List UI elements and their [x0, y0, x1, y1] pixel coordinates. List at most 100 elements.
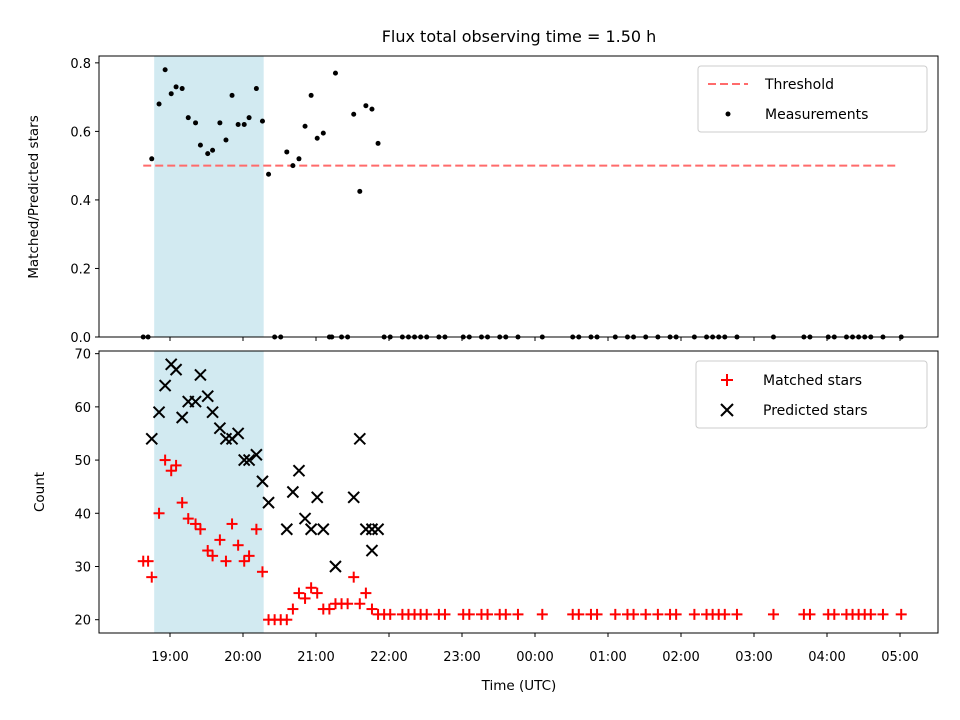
matched-star-point: [153, 507, 165, 519]
bottom-y-tick-label: 30: [74, 560, 91, 575]
matched-star-point: [895, 608, 907, 620]
measurement-point: [369, 106, 375, 112]
predicted-star-point: [359, 523, 373, 536]
predicted-star-point: [158, 379, 172, 392]
matched-star-point: [591, 608, 603, 620]
top-y-ticks: 0.0 0.2 0.4 0.6 0.8: [70, 57, 99, 346]
top-y-tick-label: 0.2: [70, 262, 91, 277]
predicted-star-point: [365, 544, 379, 557]
matched-star-point: [421, 608, 433, 620]
matched-star-point: [299, 592, 311, 604]
top-y-tick-label: 0.4: [70, 194, 91, 209]
predicted-star-point: [242, 453, 256, 467]
matched-star-point: [804, 608, 816, 620]
x-tick-label: 22:00: [370, 650, 407, 665]
measurement-point: [168, 91, 174, 97]
measurement-point: [290, 163, 296, 169]
predicted-star-point: [201, 390, 214, 403]
measurement-point: [156, 101, 162, 107]
measurement-point: [296, 156, 302, 162]
predicted-star-point: [175, 411, 189, 424]
matched-star-point: [202, 545, 214, 557]
matched-star-point: [767, 608, 779, 620]
matched-star-point: [170, 459, 182, 471]
predicted-star-point: [371, 523, 385, 536]
matched-star-point: [719, 608, 731, 620]
x-axis-label: Time (UTC): [481, 678, 557, 694]
measurement-point: [351, 111, 357, 117]
matched-star-point: [311, 587, 323, 599]
matched-star-point: [512, 608, 524, 620]
predicted-star-point: [365, 523, 379, 536]
matched-star-point: [146, 571, 158, 583]
measurement-point: [217, 120, 223, 126]
matched-star-point: [536, 608, 548, 620]
matched-star-point: [281, 614, 293, 626]
legend-matched-label: Matched stars: [763, 373, 862, 389]
top-legend: Threshold Measurements: [697, 65, 928, 133]
matched-star-point: [439, 608, 451, 620]
top-x-ticks: [169, 337, 901, 341]
measurement-point: [193, 120, 199, 126]
matched-star-point: [609, 608, 621, 620]
x-tick-label: 04:00: [808, 650, 845, 665]
x-tick-label: 23:00: [443, 650, 480, 665]
matched-star-point: [360, 587, 372, 599]
matched-star-point: [348, 571, 360, 583]
top-y-tick-label: 0.0: [70, 331, 91, 346]
measurement-point: [332, 70, 338, 76]
predicted-star-point: [145, 432, 158, 445]
matched-star-point: [482, 608, 494, 620]
matched-star-point: [190, 518, 202, 530]
top-axes-frame: [98, 55, 939, 338]
matched-star-point: [305, 582, 317, 594]
measurement-point: [302, 123, 308, 129]
bottom-y-tick-label: 50: [74, 454, 91, 469]
x-tick-label: 00:00: [516, 650, 553, 665]
bottom-axes-frame: [98, 350, 939, 634]
bottom-y-tick-label: 60: [74, 401, 91, 416]
matched-star-point: [688, 608, 700, 620]
bottom-y-ticks: 20 30 40 50 60 70: [74, 348, 99, 629]
matched-star-point: [731, 608, 743, 620]
measurement-point: [197, 142, 203, 148]
measurement-point: [205, 151, 211, 157]
predicted-star-point: [231, 427, 245, 440]
matched-star-point: [182, 513, 194, 525]
measurement-point: [149, 156, 155, 162]
predicted-star-point: [317, 523, 330, 536]
measurement-point: [266, 171, 272, 177]
legend-predicted-label: Predicted stars: [763, 403, 868, 419]
legend-matched-swatch: [721, 374, 733, 386]
predicted-star-point: [206, 405, 219, 419]
matched-star-point: [243, 550, 255, 562]
measurement-point: [235, 122, 241, 128]
predicted-star-point: [213, 421, 227, 435]
matched-star-point: [877, 608, 889, 620]
matched-star-point: [250, 523, 262, 535]
x-tick-label: 21:00: [297, 650, 334, 665]
measurement-point: [357, 188, 363, 194]
predicted-star-point: [292, 464, 306, 477]
measurement-point: [210, 147, 216, 153]
predicted-star-point: [347, 491, 360, 504]
predicted-star-point: [250, 448, 263, 461]
measurement-point: [253, 86, 259, 92]
matched-star-point: [238, 555, 250, 567]
measurement-point: [320, 130, 326, 136]
x-tick-label: 03:00: [735, 650, 772, 665]
bottom-y-tick-label: 20: [74, 614, 91, 629]
matched-star-point: [500, 608, 512, 620]
predicted-star-point: [194, 368, 207, 382]
measurement-point: [223, 137, 229, 143]
measurement-point: [259, 118, 265, 124]
bottom-y-axis-label: Count: [32, 472, 48, 512]
matched-star-point: [828, 608, 840, 620]
matched-star-point: [384, 608, 396, 620]
matched-star-point: [628, 608, 640, 620]
measurement-point: [308, 92, 314, 98]
matched-star-point: [194, 523, 206, 535]
x-tick-label: 01:00: [589, 650, 626, 665]
top-panel: Flux total observing time = 1.50 h 0.00.…: [26, 27, 939, 346]
